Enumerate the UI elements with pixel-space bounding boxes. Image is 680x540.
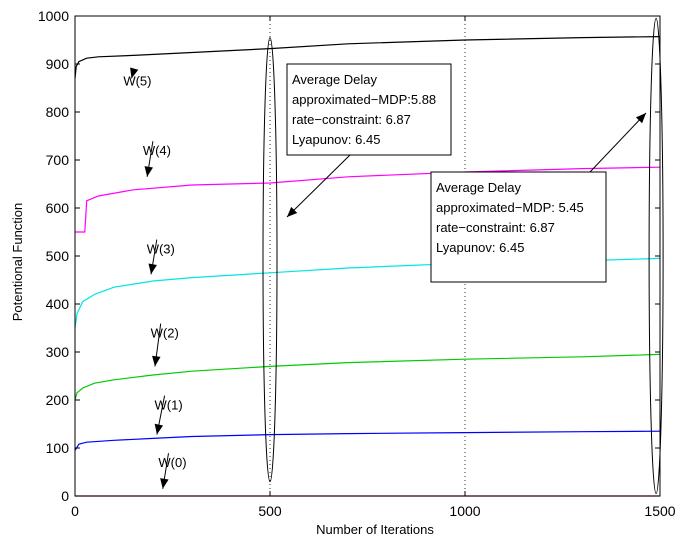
ellipse-500 (262, 37, 278, 483)
x-tick-label: 1500 (644, 503, 675, 519)
series-label-arrow-head (148, 263, 157, 275)
series-label-W3: W(3) (147, 242, 175, 257)
series-line-W5 (74, 36, 661, 79)
y-tick-label: 900 (46, 56, 70, 72)
series-label-W1: W(1) (155, 398, 183, 413)
x-tick-label: 1000 (449, 503, 480, 519)
y-tick-label: 1000 (38, 8, 69, 24)
series-label-W2: W(2) (151, 326, 179, 341)
series-label-W5: W(5) (123, 74, 151, 89)
y-tick-label: 100 (46, 440, 70, 456)
delay-box-2-line: Average Delay (436, 180, 522, 195)
ellipse-1500 (648, 17, 664, 495)
x-tick-label: 0 (71, 503, 79, 519)
axes-layer: 0 100 200 300 400 500 600 700 800 900 1000 0 500 1000… (38, 8, 676, 519)
delay-box-2-arrow-head (635, 113, 646, 124)
series-label-arrow-head (154, 423, 164, 435)
y-tick-label: 0 (61, 488, 69, 504)
series-line-W2 (74, 353, 661, 401)
delay-box-1-arrow-head (287, 206, 298, 217)
series-label-arrow-head (130, 67, 139, 79)
series-label-W4: W(4) (143, 143, 171, 158)
series-line-W4 (75, 166, 661, 233)
delay-box-1-line: Average Delay (292, 72, 378, 87)
y-tick-label: 600 (46, 200, 70, 216)
y-tick-label: 700 (46, 152, 70, 168)
x-axis-label: Number of Iterations (316, 522, 434, 537)
delay-box-2 (430, 171, 607, 283)
y-tick-label: 800 (46, 104, 70, 120)
delay-box-1-line: rate−constraint: 6.87 (292, 112, 411, 127)
delay-box-2-arrow (589, 112, 647, 173)
y-tick-label: 400 (46, 296, 70, 312)
annotation-layer: W(5) W(4) W(3) W(2) W(1) W(0) Average Delay app… (123, 17, 664, 495)
series-label-arrow-head (144, 166, 153, 177)
delay-box-2-line: approximated−MDP: 5.45 (436, 200, 584, 215)
delay-box-2-line: rate−constraint: 6.87 (436, 220, 555, 235)
y-tick-label: 500 (46, 248, 70, 264)
series-label-arrow-head (152, 355, 161, 367)
series-layer (74, 36, 661, 497)
series-label-W0: W(0) (158, 455, 186, 470)
x-tick-label: 500 (258, 503, 282, 519)
delay-box-2-line: Lyapunov: 6.45 (436, 240, 524, 255)
delay-box-1-line: Lyapunov: 6.45 (292, 132, 380, 147)
y-axis-label: Potentional Function (10, 203, 25, 322)
series-label-arrow-head (160, 478, 169, 489)
delay-box-1 (286, 63, 452, 156)
y-tick-label: 300 (46, 344, 70, 360)
delay-box-1-arrow (286, 154, 351, 218)
delay-box-1-line: approximated−MDP:5.88 (292, 92, 436, 107)
series-line-W1 (74, 430, 661, 451)
y-tick-label: 200 (46, 392, 70, 408)
